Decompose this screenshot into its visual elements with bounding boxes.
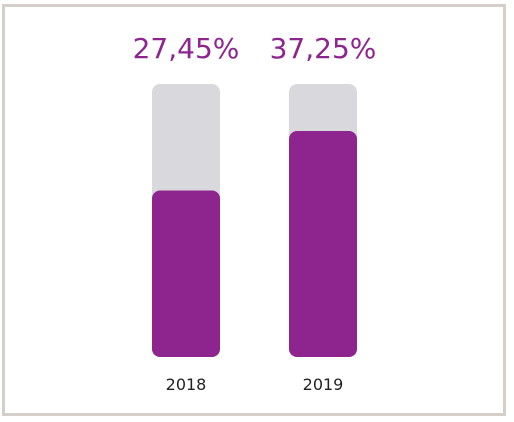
- bar-2019: [289, 131, 357, 357]
- bar-2018: [152, 190, 220, 357]
- category-label-2019: 2019: [303, 375, 344, 394]
- value-label-2018: 27,45%: [133, 32, 240, 65]
- value-label-2019: 37,25%: [270, 32, 377, 65]
- category-label-2018: 2018: [166, 375, 207, 394]
- chart-frame: [2, 4, 506, 416]
